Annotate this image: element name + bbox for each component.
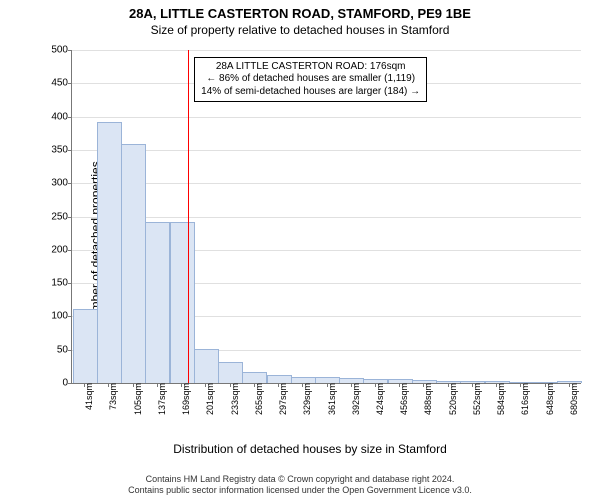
x-tick-label: 361sqm: [322, 383, 336, 415]
credit-line-2: Contains public sector information licen…: [128, 485, 472, 495]
x-tick-label: 456sqm: [395, 383, 409, 415]
x-tick-label: 648sqm: [540, 383, 554, 415]
x-tick-label: 41sqm: [80, 383, 94, 410]
x-tick-label: 392sqm: [347, 383, 361, 415]
x-tick-label: 233sqm: [225, 383, 239, 415]
gridline: [72, 183, 581, 184]
plot-area: 05010015020025030035040045050041sqm73sqm…: [71, 50, 581, 384]
chart-title: 28A, LITTLE CASTERTON ROAD, STAMFORD, PE…: [0, 0, 600, 21]
bar: [121, 144, 146, 383]
x-tick-label: 297sqm: [274, 383, 288, 415]
annotation-line: ← 86% of detached houses are smaller (1,…: [201, 73, 420, 86]
bar: [145, 222, 170, 383]
credit-line-1: Contains HM Land Registry data © Crown c…: [146, 474, 455, 484]
y-tick-label: 300: [51, 178, 72, 189]
x-tick-label: 169sqm: [177, 383, 191, 415]
bar: [267, 375, 292, 383]
bar: [73, 309, 98, 383]
x-tick-label: 73sqm: [104, 383, 118, 410]
y-tick-label: 200: [51, 244, 72, 255]
gridline: [72, 150, 581, 151]
x-tick-label: 137sqm: [153, 383, 167, 415]
bar: [194, 349, 219, 383]
bar: [218, 362, 243, 383]
x-tick-label: 488sqm: [419, 383, 433, 415]
x-tick-label: 680sqm: [565, 383, 579, 415]
y-tick-label: 0: [62, 378, 72, 389]
chart-subtitle: Size of property relative to detached ho…: [0, 21, 600, 37]
x-tick-label: 105sqm: [128, 383, 142, 415]
y-tick-label: 250: [51, 211, 72, 222]
annotation-line: 28A LITTLE CASTERTON ROAD: 176sqm: [201, 61, 420, 74]
chart-container: Number of detached properties 0501001502…: [35, 44, 585, 444]
x-tick-label: 584sqm: [492, 383, 506, 415]
reference-line: [188, 50, 189, 383]
x-tick-label: 329sqm: [298, 383, 312, 415]
y-tick-label: 500: [51, 45, 72, 56]
y-tick-label: 350: [51, 144, 72, 155]
x-tick-label: 424sqm: [371, 383, 385, 415]
x-tick-label: 616sqm: [516, 383, 530, 415]
bar: [242, 372, 267, 383]
annotation-box: 28A LITTLE CASTERTON ROAD: 176sqm← 86% o…: [194, 57, 427, 103]
gridline: [72, 50, 581, 51]
credit-text: Contains HM Land Registry data © Crown c…: [0, 474, 600, 497]
annotation-line: 14% of semi-detached houses are larger (…: [201, 86, 420, 99]
y-tick-label: 100: [51, 311, 72, 322]
x-tick-label: 520sqm: [443, 383, 457, 415]
x-tick-label: 552sqm: [468, 383, 482, 415]
x-tick-label: 265sqm: [250, 383, 264, 415]
bar: [170, 222, 195, 383]
x-tick-label: 201sqm: [201, 383, 215, 415]
y-tick-label: 150: [51, 278, 72, 289]
bar: [97, 122, 122, 383]
y-tick-label: 400: [51, 111, 72, 122]
gridline: [72, 117, 581, 118]
y-tick-label: 450: [51, 78, 72, 89]
x-axis-label: Distribution of detached houses by size …: [173, 442, 446, 456]
y-tick-label: 50: [57, 344, 72, 355]
gridline: [72, 217, 581, 218]
